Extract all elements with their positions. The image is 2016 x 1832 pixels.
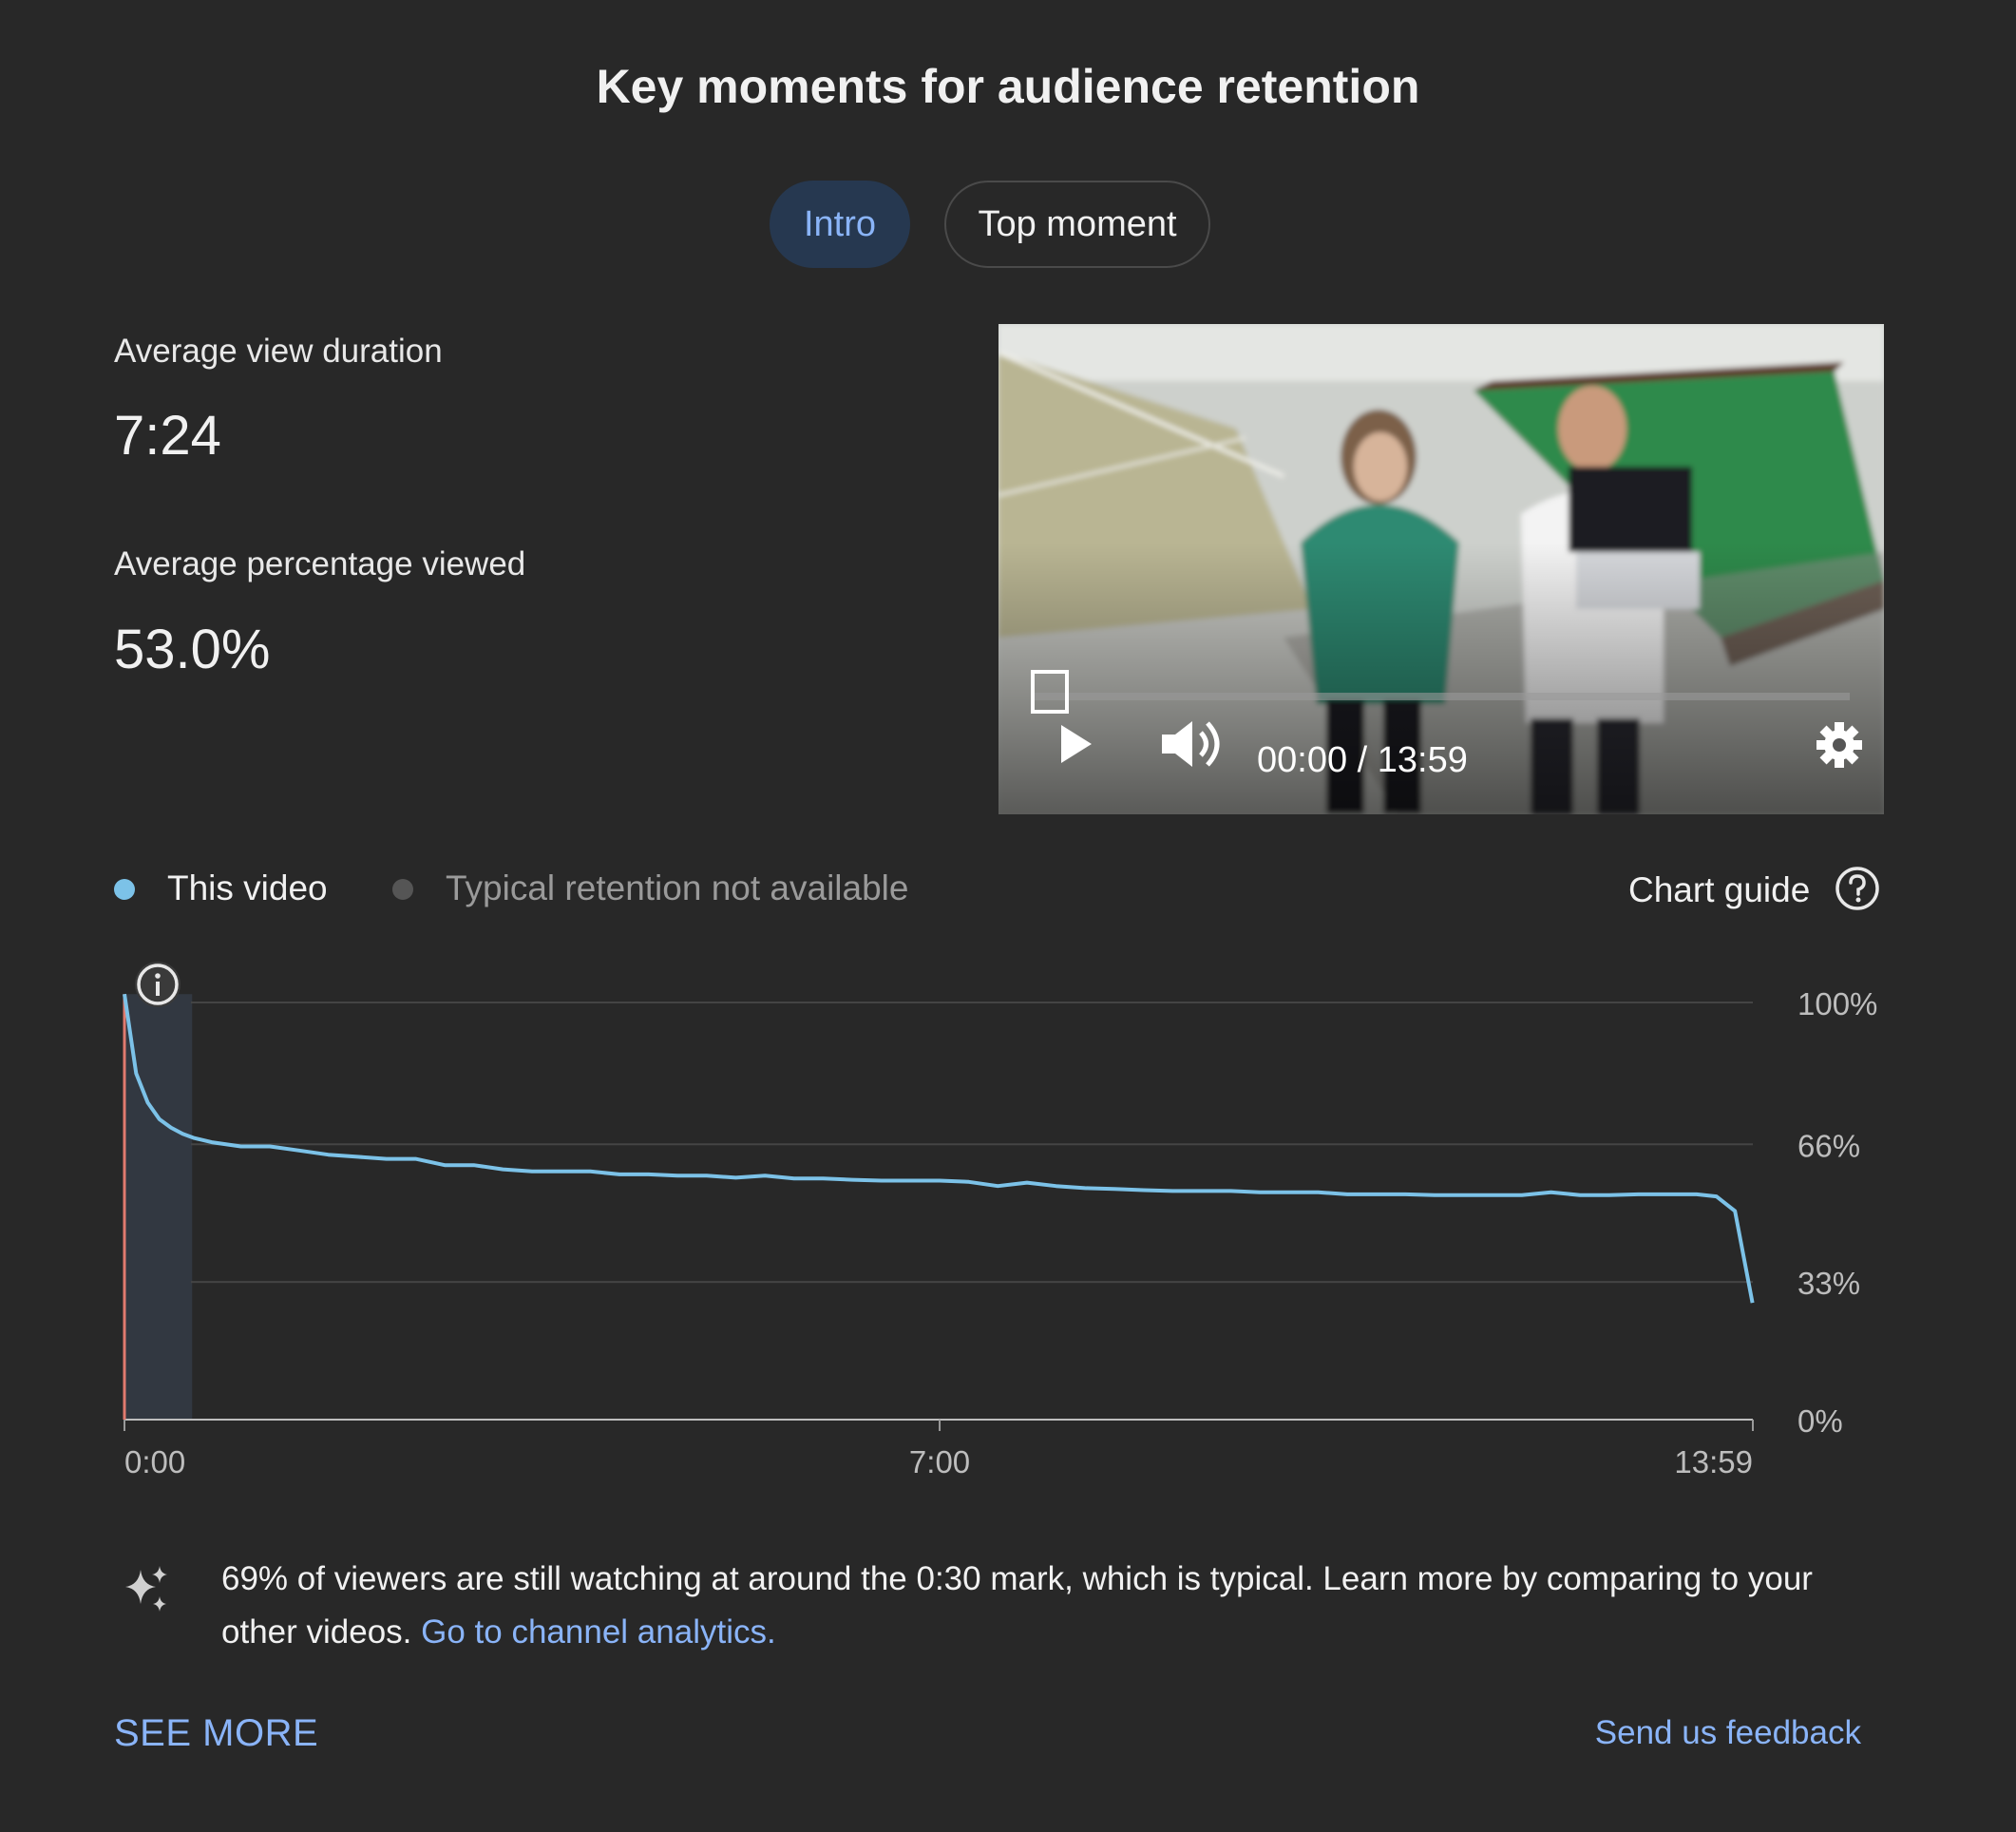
page-title: Key moments for audience retention [596, 60, 1420, 113]
sparkle-icon [125, 1566, 167, 1612]
video-time: 00:00 / 13:59 [1257, 740, 1468, 780]
volume-icon[interactable] [1162, 721, 1220, 767]
avg-view-duration-value: 7:24 [114, 405, 221, 467]
play-icon[interactable] [1061, 725, 1092, 763]
video-frame [998, 324, 1884, 814]
y-tick-label: 100% [1797, 986, 1877, 1021]
tab-top-moment[interactable]: Top moment [944, 181, 1210, 268]
help-icon[interactable] [1834, 865, 1881, 912]
see-more-button[interactable]: SEE MORE [114, 1712, 319, 1754]
video-progress-track[interactable] [1033, 693, 1850, 700]
insight-message: 69% of viewers are still watching at aro… [221, 1560, 1813, 1651]
channel-analytics-link[interactable]: Go to channel analytics. [421, 1613, 776, 1651]
info-icon[interactable] [135, 962, 181, 1007]
tab-intro[interactable]: Intro [770, 181, 910, 268]
insight-text: 69% of viewers are still watching at aro… [221, 1553, 1874, 1659]
legend-this-video-dot [114, 879, 135, 900]
legend-typical: Typical retention not available [446, 868, 909, 907]
x-tick-label: 7:00 [909, 1444, 970, 1479]
legend-typical-dot [392, 879, 413, 900]
retention-chart: 100% 66% 33% 0% 0:00 7:00 13:59 [123, 962, 1877, 1479]
series-this-video-line [123, 993, 1755, 1304]
y-tick-label: 66% [1797, 1128, 1860, 1163]
avg-view-duration-label: Average view duration [114, 333, 443, 370]
chart-guide-link[interactable]: Chart guide [1628, 870, 1811, 909]
x-tick-label: 0:00 [124, 1444, 185, 1479]
send-feedback-link[interactable]: Send us feedback [1594, 1714, 1861, 1751]
video-scrubber-handle[interactable] [1031, 670, 1069, 714]
x-tick-label: 13:59 [1674, 1444, 1753, 1479]
video-player[interactable]: 00:00 / 13:59 [998, 324, 1884, 814]
gear-icon[interactable] [1816, 722, 1862, 768]
avg-percentage-viewed-value: 53.0% [114, 619, 271, 680]
y-tick-label: 33% [1797, 1266, 1860, 1301]
legend-this-video: This video [167, 868, 328, 907]
y-tick-label: 0% [1797, 1403, 1843, 1439]
avg-percentage-viewed-label: Average percentage viewed [114, 545, 526, 582]
